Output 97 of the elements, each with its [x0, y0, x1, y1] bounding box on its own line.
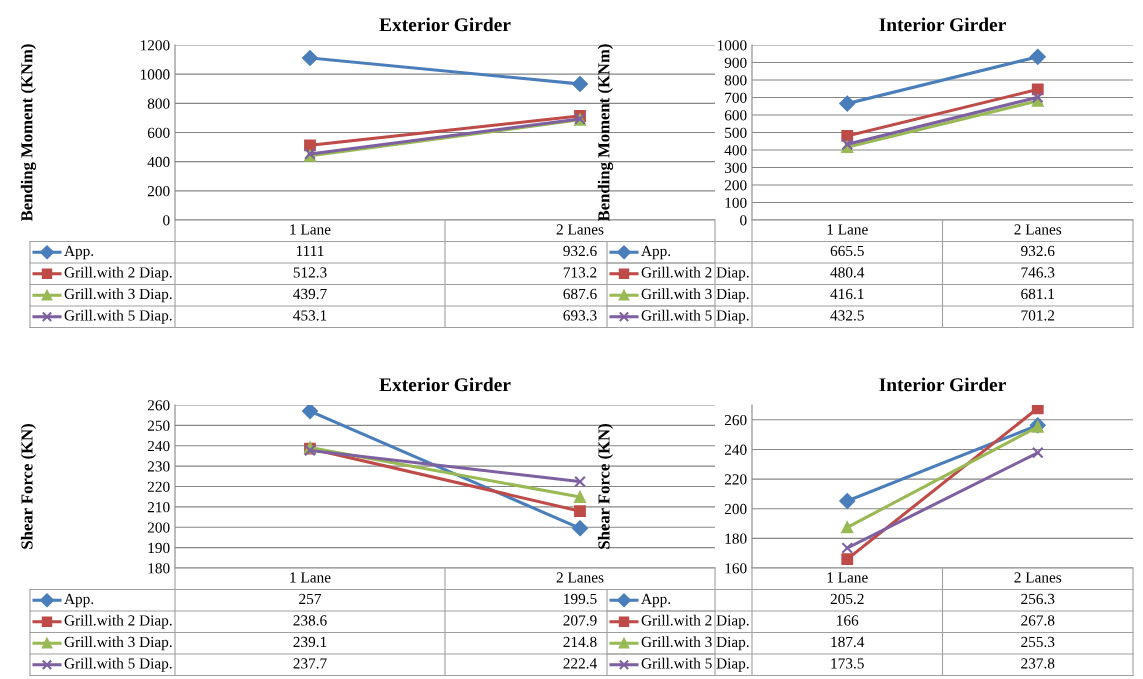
y-tick-label: 210 — [147, 502, 170, 513]
data-label: 238.6 — [293, 615, 327, 626]
legend-label: Grill.with 2 Diap. — [64, 266, 172, 281]
y-tick-label: 1000 — [140, 69, 170, 80]
y-tick-label: 260 — [724, 414, 747, 426]
legend-label: Grill.with 2 Diap. — [641, 614, 749, 629]
data-label: 932.6 — [1021, 245, 1055, 257]
data-label: 416.1 — [830, 288, 864, 300]
legend-label: App. — [641, 593, 671, 608]
data-label: 207.9 — [563, 615, 597, 626]
data-label: 439.7 — [293, 288, 327, 300]
legend-label: Grill.with 2 Diap. — [641, 266, 749, 281]
legend-label: Grill.with 2 Diap. — [64, 614, 172, 629]
y-axis-title: Bending Moment (KNm) — [597, 44, 613, 222]
legend-label: Grill.with 5 Diap. — [641, 309, 749, 324]
data-label: 932.6 — [563, 245, 597, 257]
data-label: 453.1 — [293, 310, 327, 321]
y-tick-label: 700 — [725, 92, 747, 103]
data-label: 701.2 — [1021, 310, 1055, 321]
x-tick-label: 1 Lane — [290, 572, 331, 583]
y-tick-label: 190 — [148, 542, 170, 554]
data-label: 267.8 — [1021, 615, 1055, 626]
legend-label: App. — [64, 245, 94, 260]
y-tick-label: 800 — [147, 98, 170, 109]
y-tick-label: 200 — [147, 522, 170, 533]
y-tick-label: 1200 — [140, 40, 170, 51]
y-tick-label: 100 — [725, 197, 747, 208]
data-label: 173.5 — [831, 658, 864, 669]
y-tick-label: 0 — [163, 215, 170, 226]
y-axis-title: Shear Force (KN) — [20, 424, 36, 549]
y-tick-label: 240 — [147, 440, 170, 452]
y-tick-label: 200 — [147, 185, 170, 197]
y-tick-label: 500 — [725, 127, 747, 138]
y-tick-label: 160 — [725, 563, 747, 574]
y-tick-label: 800 — [724, 75, 747, 86]
y-tick-label: 200 — [724, 503, 747, 515]
data-label: 713.2 — [563, 267, 597, 278]
data-label: 665.5 — [830, 245, 864, 257]
legend-label: Grill.with 5 Diap. — [64, 309, 172, 324]
y-tick-label: 180 — [148, 563, 170, 574]
x-tick-label: 1 Lane — [827, 224, 868, 235]
data-label: 205.2 — [830, 593, 864, 605]
legend-label: Grill.with 5 Diap. — [64, 657, 172, 672]
y-tick-label: 250 — [147, 420, 170, 431]
legend-label: Grill.with 3 Diap. — [641, 288, 749, 303]
y-tick-label: 260 — [147, 400, 170, 411]
y-tick-label: 300 — [724, 162, 747, 173]
data-label: 1111 — [296, 245, 324, 256]
y-tick-label: 230 — [147, 461, 170, 472]
data-label: 214.8 — [563, 636, 597, 648]
y-axis-title: Bending Moment (KNm) — [20, 44, 36, 222]
data-label: 166 — [837, 615, 859, 626]
x-tick-label: 2 Lanes — [556, 224, 604, 235]
x-tick-label: 2 Lanes — [1014, 224, 1062, 235]
x-tick-label: 2 Lanes — [556, 572, 604, 583]
data-label: 237.8 — [1021, 658, 1055, 669]
data-label: 480.4 — [830, 267, 865, 278]
chart-title: Interior Girder — [879, 17, 1006, 32]
y-tick-label: 0 — [740, 215, 747, 226]
y-tick-label: 240 — [724, 444, 747, 455]
legend-label: Grill.with 5 Diap. — [641, 657, 749, 672]
legend-label: Grill.with 3 Diap. — [64, 288, 172, 303]
legend-label: Grill.with 3 Diap. — [641, 636, 749, 651]
y-tick-label: 180 — [725, 533, 747, 544]
x-tick-label: 1 Lane — [827, 572, 868, 583]
data-label: 257 — [299, 593, 322, 605]
legend-label: Grill.with 3 Diap. — [64, 636, 172, 651]
chart-title: Interior Girder — [879, 377, 1006, 392]
data-label: 255.3 — [1021, 636, 1055, 648]
y-tick-label: 400 — [147, 156, 170, 168]
chart-title: Exterior Girder — [379, 17, 511, 32]
x-tick-label: 1 Lane — [290, 224, 331, 235]
y-tick-label: 400 — [724, 145, 747, 156]
data-label: 687.6 — [563, 288, 597, 300]
data-label: 256.3 — [1021, 593, 1055, 605]
legend-label: App. — [64, 593, 94, 608]
data-label: 432.5 — [830, 310, 864, 321]
y-tick-label: 600 — [147, 127, 170, 138]
data-label: 693.3 — [563, 310, 597, 321]
data-label: 512.3 — [293, 267, 327, 278]
y-tick-label: 220 — [147, 481, 170, 492]
y-tick-label: 200 — [724, 180, 747, 191]
chart-title: Exterior Girder — [379, 377, 511, 392]
data-label: 746.3 — [1021, 267, 1055, 278]
data-label: 237.7 — [293, 658, 327, 669]
y-tick-label: 220 — [724, 474, 747, 485]
y-tick-label: 600 — [724, 110, 747, 121]
legend-label: App. — [641, 245, 671, 260]
data-label: 199.5 — [564, 593, 597, 605]
data-label: 187.4 — [831, 636, 865, 648]
data-label: 239.1 — [293, 636, 327, 648]
y-axis-title: Shear Force (KN) — [597, 424, 613, 549]
y-tick-label: 900 — [724, 57, 747, 68]
y-tick-label: 1000 — [717, 40, 747, 51]
data-label: 222.4 — [563, 658, 597, 669]
x-tick-label: 2 Lanes — [1014, 572, 1062, 583]
data-label: 681.1 — [1021, 288, 1055, 300]
